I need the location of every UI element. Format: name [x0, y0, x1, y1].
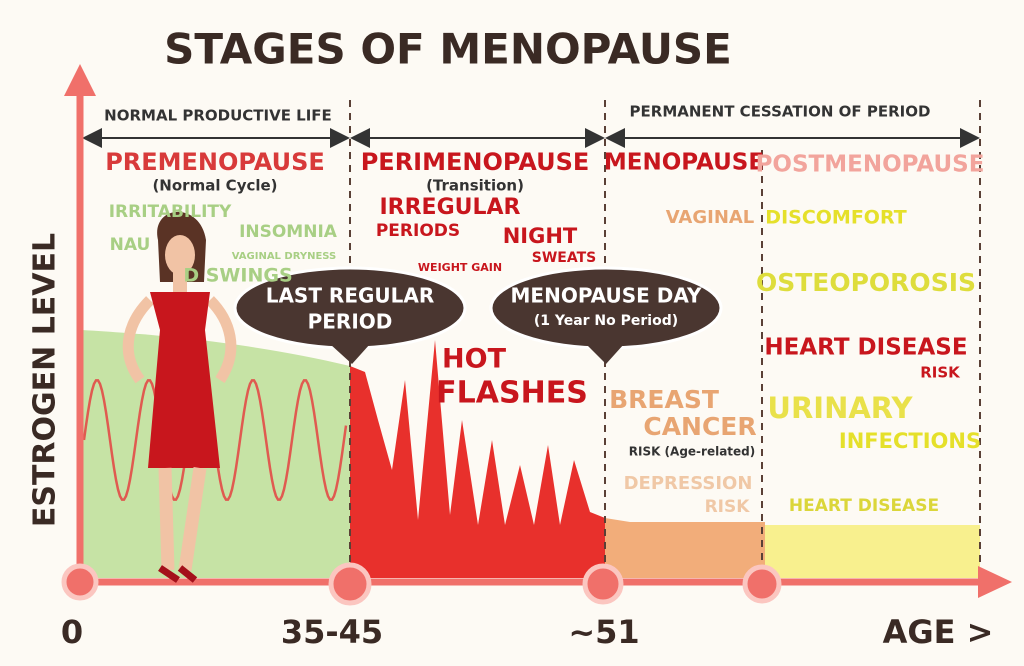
symptom: VAGINAL [666, 207, 755, 228]
span-label: PERMANENT CESSATION OF PERIOD [630, 103, 931, 121]
postmenopause-area [765, 525, 980, 578]
symptom: RISK [705, 497, 751, 517]
span-label: NORMAL PRODUCTIVE LIFE [104, 107, 332, 125]
symptom: NAU [110, 235, 151, 255]
symptom: HOT [442, 344, 507, 375]
x-axis-arrow [978, 566, 1012, 598]
axis-nodes [61, 562, 782, 606]
symptom: PERIODS [376, 221, 460, 241]
symptom: IRREGULAR [379, 195, 520, 220]
woman-figure [122, 211, 237, 583]
callout-last-period [233, 266, 467, 364]
symptom: DEPRESSION [624, 473, 753, 494]
stage-subtitle: (Normal Cycle) [152, 177, 277, 195]
stage-name: PERIMENOPAUSE [361, 148, 590, 176]
symptom: URINARY [767, 391, 913, 425]
x-label: 35-45 [281, 613, 383, 651]
symptom: D SWINGS [183, 265, 292, 287]
stage-subtitle: (Transition) [426, 177, 524, 195]
x-label: ~51 [568, 613, 639, 651]
symptom: INSOMNIA [239, 222, 338, 242]
perimenopause-area [350, 340, 605, 578]
stage-name: MENOPAUSE [604, 150, 764, 176]
callout-text: MENOPAUSE DAY [511, 284, 702, 308]
symptom: DISCOMFORT [765, 207, 906, 229]
symptom: INFECTIONS [839, 429, 981, 453]
callout-text: LAST REGULAR [266, 284, 435, 308]
symptom: VAGINAL DRYNESS [232, 251, 337, 262]
symptom: HEART DISEASE [789, 496, 939, 516]
y-axis-arrow [64, 64, 96, 96]
symptom: IRRITABILITY [109, 202, 232, 222]
symptom: WEIGHT GAIN [418, 261, 502, 274]
symptom: OSTEOPOROSIS [756, 268, 976, 297]
symptom: HEART DISEASE [764, 335, 967, 361]
symptom: NIGHT [503, 224, 578, 248]
x-label: AGE > [883, 613, 994, 651]
stage-name: PREMENOPAUSE [105, 148, 325, 176]
callout-text: (1 Year No Period) [534, 313, 678, 329]
symptom: SWEATS [532, 250, 596, 266]
symptom: CANCER [643, 412, 756, 441]
y-axis-label: ESTROGEN LEVEL [28, 233, 63, 527]
title: STAGES OF MENOPAUSE [164, 25, 732, 74]
callout-text: PERIOD [308, 310, 393, 334]
stage-name: POSTMENOPAUSE [756, 152, 985, 178]
symptom: RISK [920, 364, 961, 382]
symptom: BREAST [609, 385, 719, 414]
symptom: FLASHES [436, 376, 588, 411]
callout-menopause-day [489, 266, 723, 364]
symptom: RISK (Age-related) [629, 445, 756, 459]
x-label: 0 [61, 613, 83, 651]
menopause-area [605, 518, 765, 578]
